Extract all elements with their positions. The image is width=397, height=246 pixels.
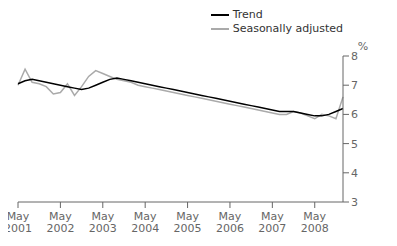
svg-text:5: 5: [351, 138, 358, 151]
svg-text:7: 7: [351, 79, 358, 92]
svg-text:May2007: May2007: [258, 210, 286, 235]
svg-text:3: 3: [351, 196, 358, 209]
svg-text:May2004: May2004: [131, 210, 159, 235]
svg-text:4: 4: [351, 167, 358, 180]
svg-text:May2001: May2001: [8, 210, 32, 235]
svg-text:May2003: May2003: [89, 210, 117, 235]
svg-text:6: 6: [351, 108, 358, 121]
svg-text:May2002: May2002: [46, 210, 74, 235]
svg-text:May2008: May2008: [301, 210, 329, 235]
html-text:Trend: Trend: [232, 8, 263, 21]
svg-text:%: %: [358, 40, 368, 53]
svg-text:8: 8: [351, 49, 358, 63]
html-text:Seasonally adjusted: Seasonally adjusted: [232, 22, 343, 35]
svg-text:May2006: May2006: [216, 210, 244, 235]
svg-text:May2005: May2005: [174, 210, 202, 235]
